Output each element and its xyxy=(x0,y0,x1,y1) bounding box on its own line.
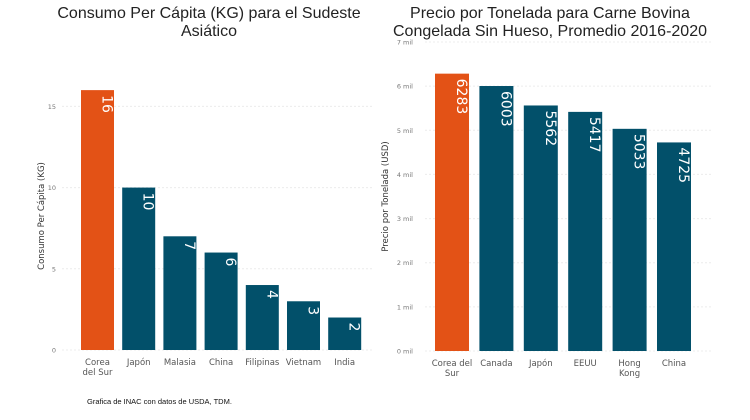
x-tick-label: Corea xyxy=(85,358,110,368)
y-tick-label: 0 xyxy=(52,347,56,355)
x-tick-label: Hong xyxy=(618,359,640,369)
data-label: 5562 xyxy=(542,110,558,146)
y-tick-label: 4 mil xyxy=(397,171,413,179)
x-tick-label: EEUU xyxy=(574,359,597,369)
bar xyxy=(479,86,514,351)
y-tick-label: 15 xyxy=(48,103,56,111)
bar xyxy=(245,285,279,350)
data-label: 3 xyxy=(305,306,321,315)
y-axis-label: Consumo Per Cápita (KG) xyxy=(37,162,47,270)
chart-title: Precio por Tonelada para Carne Bovina xyxy=(410,5,690,22)
data-label: 5033 xyxy=(631,134,647,170)
bar xyxy=(81,90,114,350)
x-tick-label: Vietnam xyxy=(286,358,321,368)
bar xyxy=(612,128,647,351)
bar xyxy=(435,73,469,352)
data-label: 7 xyxy=(181,241,197,250)
bar xyxy=(523,105,558,351)
x-tick-label: Malasia xyxy=(164,358,196,368)
data-label: 6003 xyxy=(497,91,513,127)
data-label: 6283 xyxy=(453,79,469,115)
x-tick-label: Corea del xyxy=(432,359,473,369)
consumption-chart: Consumo Per Cápita (KG) para el SudesteA… xyxy=(37,5,372,378)
y-tick-label: 5 xyxy=(52,265,56,273)
x-tick-label: India xyxy=(334,358,355,368)
y-tick-label: 0 mil xyxy=(397,348,413,356)
bar xyxy=(204,252,238,350)
x-tick-label: del Sur xyxy=(83,368,113,378)
y-tick-label: 5 mil xyxy=(397,127,413,135)
price-chart: Precio por Tonelada para Carne BovinaCon… xyxy=(381,5,712,379)
bar xyxy=(657,142,691,351)
x-tick-label: Sur xyxy=(445,369,460,379)
y-axis-label: Precio por Tonelada (USD) xyxy=(381,141,391,251)
bar xyxy=(122,187,156,350)
source-caption: Grafica de INAC con datos de USDA, TDM. xyxy=(87,397,232,406)
x-tick-label: China xyxy=(209,358,233,368)
data-label: 10 xyxy=(140,193,156,211)
y-tick-label: 2 mil xyxy=(397,259,413,267)
x-tick-label: Kong xyxy=(619,369,640,379)
x-tick-label: Japón xyxy=(126,357,151,368)
y-tick-label: 10 xyxy=(48,184,56,192)
bar xyxy=(287,301,320,350)
y-tick-label: 6 mil xyxy=(397,83,413,91)
y-tick-label: 1 mil xyxy=(397,303,413,311)
data-label: 5417 xyxy=(586,117,602,153)
bar xyxy=(163,236,197,350)
data-label: 16 xyxy=(99,95,115,113)
data-label: 2 xyxy=(346,323,362,332)
x-tick-label: Canada xyxy=(480,359,512,369)
data-label: 4 xyxy=(263,290,279,299)
chart-title: Congelada Sin Hueso, Promedio 2016-2020 xyxy=(393,23,707,40)
x-tick-label: China xyxy=(662,359,686,369)
chart-title: Asiático xyxy=(181,23,237,40)
bar xyxy=(328,317,362,350)
x-tick-label: Filipinas xyxy=(245,358,280,368)
data-label: 4725 xyxy=(675,147,691,183)
data-label: 6 xyxy=(222,258,238,267)
bar xyxy=(568,111,603,351)
chart-title: Consumo Per Cápita (KG) para el Sudeste xyxy=(57,5,360,22)
x-tick-label: Japón xyxy=(528,358,553,369)
y-tick-label: 7 mil xyxy=(397,39,413,47)
y-tick-label: 3 mil xyxy=(397,215,413,223)
